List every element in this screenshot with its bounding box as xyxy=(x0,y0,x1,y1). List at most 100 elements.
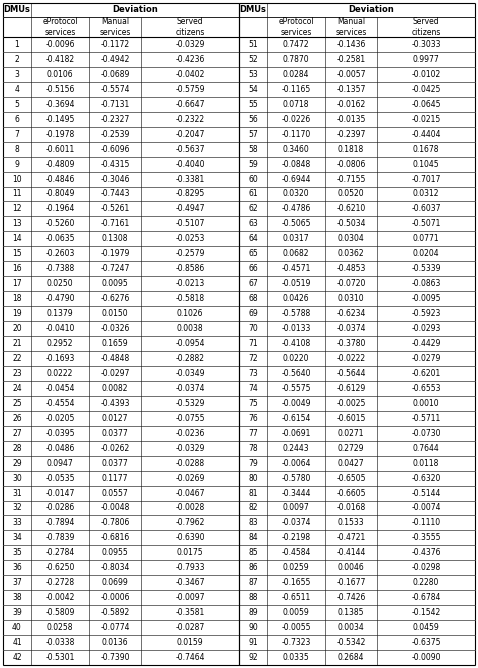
Text: DMUs: DMUs xyxy=(239,5,266,15)
Text: -0.0863: -0.0863 xyxy=(411,279,441,288)
Text: 59: 59 xyxy=(248,160,258,168)
Text: -0.0226: -0.0226 xyxy=(282,115,311,124)
Text: -0.4848: -0.4848 xyxy=(100,354,130,363)
Text: -0.4315: -0.4315 xyxy=(100,160,130,168)
Text: 0.1026: 0.1026 xyxy=(177,309,203,318)
Text: 66: 66 xyxy=(248,265,258,273)
Text: -0.0326: -0.0326 xyxy=(100,324,130,333)
Text: Deviation: Deviation xyxy=(112,5,158,15)
Text: -0.0269: -0.0269 xyxy=(175,474,205,482)
Text: -0.0286: -0.0286 xyxy=(45,504,75,512)
Text: 83: 83 xyxy=(248,518,258,528)
Text: 0.0335: 0.0335 xyxy=(282,653,309,662)
Text: 56: 56 xyxy=(248,115,258,124)
Text: -0.6096: -0.6096 xyxy=(100,145,130,154)
Text: -0.0135: -0.0135 xyxy=(337,115,366,124)
Text: -0.3033: -0.3033 xyxy=(411,40,441,49)
Text: -0.4144: -0.4144 xyxy=(337,548,366,557)
Text: 88: 88 xyxy=(248,593,258,603)
Text: 9: 9 xyxy=(14,160,20,168)
Text: -0.0168: -0.0168 xyxy=(337,504,366,512)
Text: -0.4786: -0.4786 xyxy=(282,204,311,214)
Text: -0.1655: -0.1655 xyxy=(282,578,311,587)
Text: 64: 64 xyxy=(248,234,258,243)
Text: -0.0848: -0.0848 xyxy=(282,160,311,168)
Text: -0.7443: -0.7443 xyxy=(100,190,130,198)
Text: -0.1165: -0.1165 xyxy=(282,85,311,94)
Text: -0.6816: -0.6816 xyxy=(100,534,130,542)
Text: 80: 80 xyxy=(248,474,258,482)
Text: -0.6320: -0.6320 xyxy=(411,474,441,482)
Text: 0.7644: 0.7644 xyxy=(413,444,439,453)
Text: 51: 51 xyxy=(248,40,258,49)
Text: 2: 2 xyxy=(15,55,20,64)
Text: -0.5809: -0.5809 xyxy=(45,608,75,617)
Text: 58: 58 xyxy=(248,145,258,154)
Text: 0.0459: 0.0459 xyxy=(413,623,439,632)
Text: -0.6154: -0.6154 xyxy=(282,413,311,423)
Text: 0.2443: 0.2443 xyxy=(282,444,309,453)
Text: -0.0028: -0.0028 xyxy=(175,504,205,512)
Text: 4: 4 xyxy=(14,85,20,94)
Text: 8: 8 xyxy=(15,145,20,154)
Text: 0.0310: 0.0310 xyxy=(337,294,364,303)
Text: -0.7017: -0.7017 xyxy=(411,174,441,184)
Text: -0.4721: -0.4721 xyxy=(337,534,366,542)
Text: -0.2198: -0.2198 xyxy=(282,534,311,542)
Text: -0.0222: -0.0222 xyxy=(337,354,366,363)
Text: -0.4790: -0.4790 xyxy=(45,294,75,303)
Text: -0.0374: -0.0374 xyxy=(281,518,311,528)
Text: -0.0730: -0.0730 xyxy=(411,429,441,438)
Text: -0.3694: -0.3694 xyxy=(45,100,75,109)
Text: 14: 14 xyxy=(12,234,22,243)
Text: 12: 12 xyxy=(12,204,22,214)
Text: Manual
services: Manual services xyxy=(99,17,130,37)
Text: 78: 78 xyxy=(248,444,258,453)
Text: 40: 40 xyxy=(12,623,22,632)
Text: -0.1542: -0.1542 xyxy=(412,608,441,617)
Text: -0.0293: -0.0293 xyxy=(411,324,441,333)
Text: -0.3581: -0.3581 xyxy=(175,608,205,617)
Text: -0.5339: -0.5339 xyxy=(411,265,441,273)
Text: -0.0074: -0.0074 xyxy=(411,504,441,512)
Text: 75: 75 xyxy=(248,399,258,408)
Text: 0.1308: 0.1308 xyxy=(102,234,128,243)
Text: 61: 61 xyxy=(248,190,258,198)
Text: -0.3444: -0.3444 xyxy=(281,488,311,498)
Text: 42: 42 xyxy=(12,653,22,662)
Text: -0.8586: -0.8586 xyxy=(175,265,205,273)
Text: -0.0954: -0.0954 xyxy=(175,339,205,348)
Text: 15: 15 xyxy=(12,249,22,259)
Text: -0.6511: -0.6511 xyxy=(282,593,311,603)
Text: 0.0097: 0.0097 xyxy=(282,504,309,512)
Text: -0.1110: -0.1110 xyxy=(412,518,441,528)
Text: -0.0049: -0.0049 xyxy=(281,399,311,408)
Text: 0.0127: 0.0127 xyxy=(102,413,128,423)
Text: -0.6250: -0.6250 xyxy=(45,563,75,572)
Text: -0.6011: -0.6011 xyxy=(45,145,75,154)
Text: -0.2882: -0.2882 xyxy=(175,354,205,363)
Text: 91: 91 xyxy=(248,638,258,647)
Text: 55: 55 xyxy=(248,100,258,109)
Text: -0.5892: -0.5892 xyxy=(100,608,130,617)
Text: -0.6605: -0.6605 xyxy=(336,488,366,498)
Text: 27: 27 xyxy=(12,429,22,438)
Text: -0.6276: -0.6276 xyxy=(100,294,130,303)
Text: -0.7388: -0.7388 xyxy=(45,265,75,273)
Text: 0.0771: 0.0771 xyxy=(413,234,439,243)
Text: 24: 24 xyxy=(12,384,22,393)
Text: -0.6210: -0.6210 xyxy=(337,204,366,214)
Text: 23: 23 xyxy=(12,369,22,378)
Text: 0.1659: 0.1659 xyxy=(102,339,128,348)
Text: -0.7806: -0.7806 xyxy=(100,518,130,528)
Text: 0.0059: 0.0059 xyxy=(282,608,309,617)
Text: 69: 69 xyxy=(248,309,258,318)
Text: -0.6234: -0.6234 xyxy=(337,309,366,318)
Text: -0.1978: -0.1978 xyxy=(45,130,75,139)
Text: 0.0118: 0.0118 xyxy=(413,459,439,468)
Text: -0.0102: -0.0102 xyxy=(412,70,441,79)
Text: 0.1385: 0.1385 xyxy=(338,608,364,617)
Text: -0.5818: -0.5818 xyxy=(175,294,205,303)
Text: 0.0377: 0.0377 xyxy=(102,459,129,468)
Text: 0.0220: 0.0220 xyxy=(283,354,309,363)
